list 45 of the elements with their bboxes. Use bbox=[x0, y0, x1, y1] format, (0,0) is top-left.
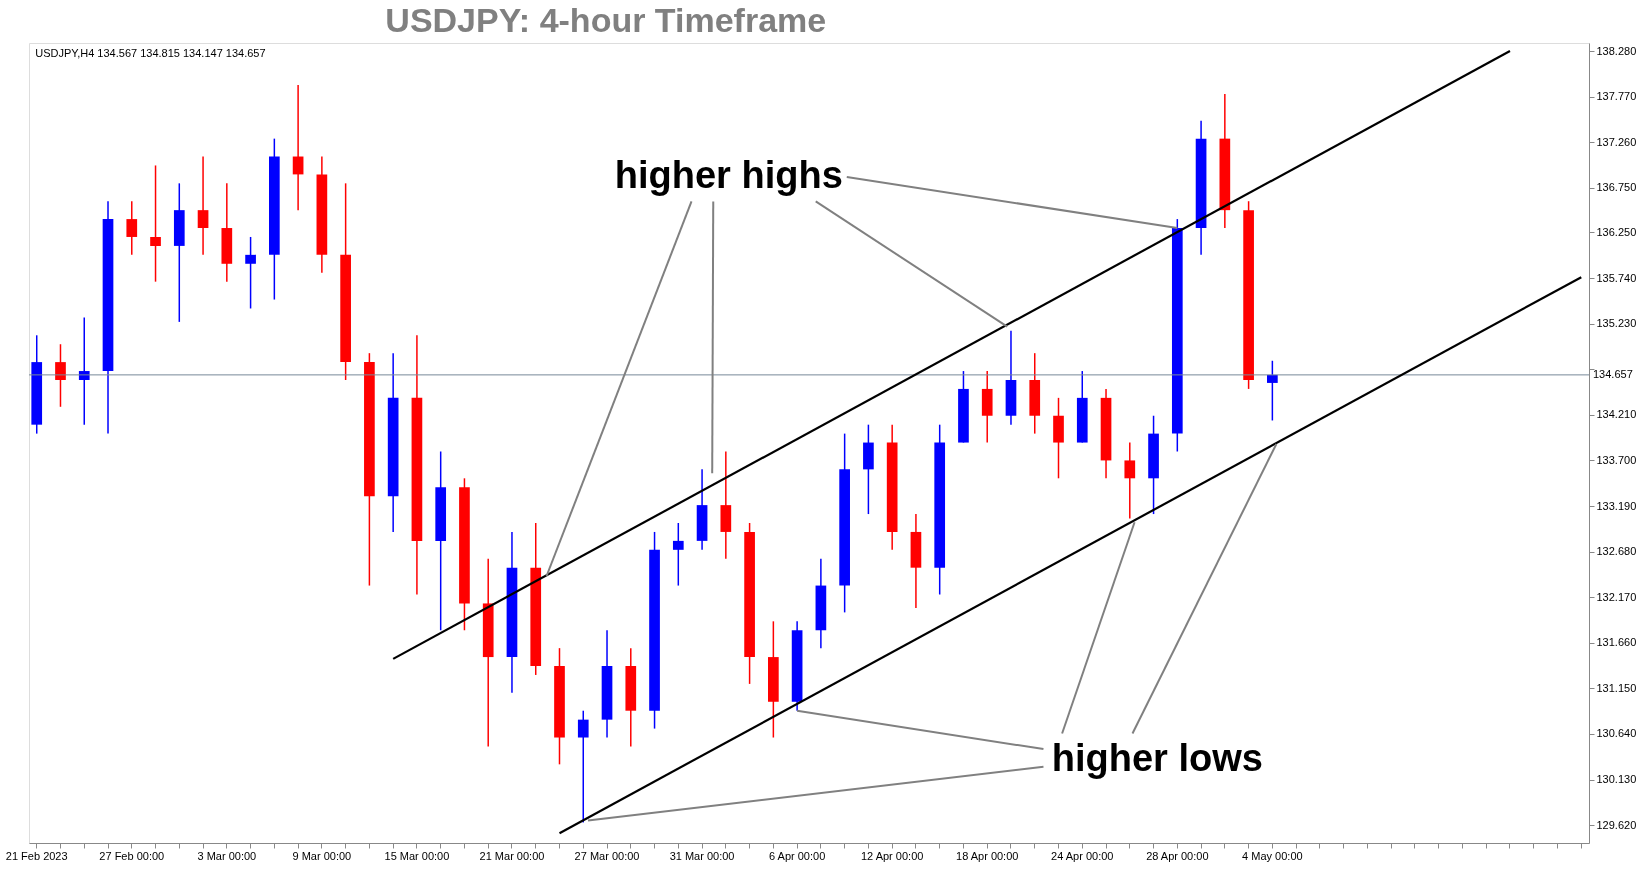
x-tick-label: 21 Mar 00:00 bbox=[479, 849, 545, 862]
x-tick-label: 15 Mar 00:00 bbox=[384, 849, 450, 862]
candlestick bbox=[126, 200, 138, 256]
x-tick-label: 27 Feb 00:00 bbox=[99, 849, 165, 862]
candlestick bbox=[150, 164, 161, 283]
x-tick-label: 24 Apr 00:00 bbox=[1051, 849, 1114, 862]
chart-title: USDJPY: 4-hour Timeframe bbox=[385, 1, 827, 39]
y-tick-label: 137.770 bbox=[1596, 90, 1637, 103]
x-tick-label: 18 Apr 00:00 bbox=[956, 849, 1019, 862]
y-tick-label: 131.150 bbox=[1596, 681, 1637, 694]
y-tick-label: 133.700 bbox=[1596, 453, 1637, 466]
y-tick-label: 133.190 bbox=[1596, 499, 1637, 512]
candlestick bbox=[55, 343, 66, 408]
y-tick-label: 130.130 bbox=[1596, 773, 1637, 786]
x-tick-label: 21 Feb 2023 bbox=[5, 849, 68, 862]
x-tick-label: 27 Mar 00:00 bbox=[574, 849, 640, 862]
y-tick-label: 129.620 bbox=[1596, 818, 1637, 831]
y-tick-label: 135.230 bbox=[1596, 317, 1637, 330]
candlestick bbox=[577, 709, 589, 824]
x-tick-label: 28 Apr 00:00 bbox=[1146, 849, 1209, 862]
y-tick-label: 130.640 bbox=[1596, 727, 1637, 740]
y-tick-label: 138.280 bbox=[1596, 44, 1637, 57]
y-tick-label: 136.250 bbox=[1596, 226, 1637, 238]
annotation: higher highs bbox=[614, 153, 843, 196]
x-tick-label: 4 May 00:00 bbox=[1242, 849, 1303, 862]
candlestick bbox=[197, 155, 209, 256]
x-tick-label: 12 Apr 00:00 bbox=[860, 849, 924, 862]
candlestick bbox=[672, 522, 684, 587]
x-tick-label: 3 Mar 00:00 bbox=[197, 849, 257, 862]
annotation: higher lows bbox=[1051, 736, 1263, 779]
y-tick-label: 131.660 bbox=[1596, 636, 1637, 649]
y-tick-label: 135.740 bbox=[1596, 271, 1637, 284]
candlestick bbox=[1267, 360, 1278, 422]
y-tick-label: 137.260 bbox=[1596, 135, 1637, 148]
y-tick-label: 136.750 bbox=[1596, 181, 1637, 194]
candlestick bbox=[1124, 441, 1136, 520]
y-tick-label: 134.210 bbox=[1596, 408, 1637, 421]
annotation: USDJPY,H4 134.567 134.815 134.147 134.657 bbox=[35, 46, 266, 59]
x-tick-label: 31 Mar 00:00 bbox=[669, 849, 735, 862]
y-tick-label: 132.170 bbox=[1596, 590, 1637, 603]
x-tick-label: 9 Mar 00:00 bbox=[292, 849, 352, 862]
x-tick-label: 6 Apr 00:00 bbox=[768, 849, 826, 862]
ref-line-label: 134.657 bbox=[1593, 367, 1633, 380]
y-tick-label: 132.680 bbox=[1596, 545, 1637, 558]
candlestick bbox=[245, 236, 256, 310]
